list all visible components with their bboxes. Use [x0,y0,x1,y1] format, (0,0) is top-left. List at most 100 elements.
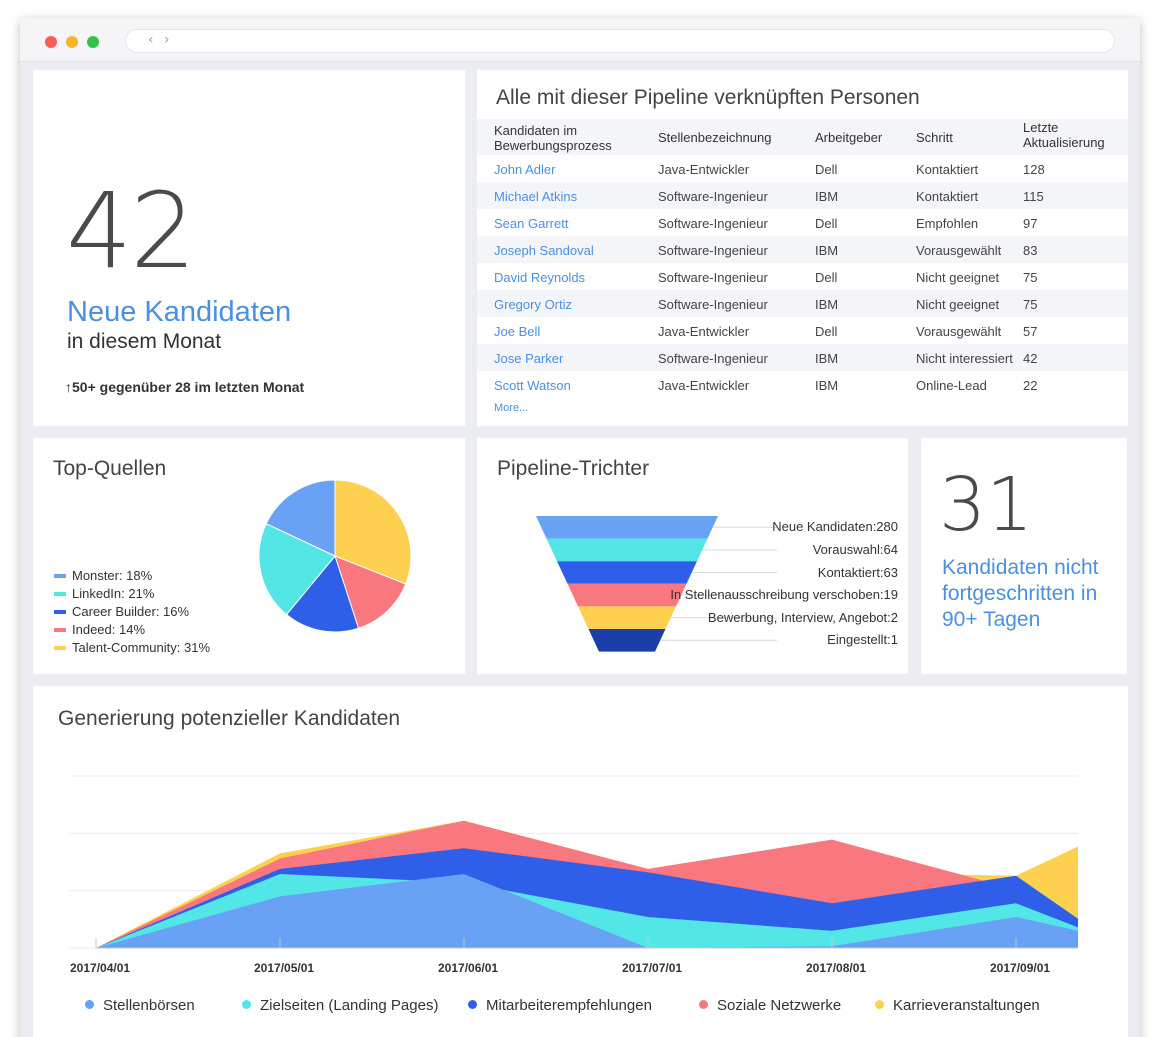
pipeline-funnel-card: Pipeline-Trichter Neue Kandidaten:280 Vor… [477,438,908,674]
funnel-stage[interactable] [536,516,718,539]
table-row[interactable]: Sean Garrett Software-Ingenieur Dell Empfoh… [477,209,1128,236]
last-update-cell: 83 [1023,243,1038,258]
series-legend-item[interactable]: Karrieveranstaltungen [875,997,1040,1014]
close-window-button[interactable] [45,36,57,48]
pie-slice-monster[interactable] [265,479,336,557]
back-forward-icon[interactable]: ‹ › [148,32,173,48]
column-header-employer[interactable]: Arbeitgeber [815,130,883,145]
legend-label: LinkedIn: 21% [72,586,155,601]
job-title-cell: Software-Ingenieur [658,297,768,312]
funnel-stage-label: Kontaktiert:63 [817,564,898,580]
table-row[interactable]: John Adler Java-Entwickler Dell Kontaktiert… [477,155,1128,182]
last-update-cell: 75 [1023,297,1038,312]
candidate-name-cell[interactable]: John Adler [494,162,556,177]
pie-slice-linkedin[interactable] [258,522,336,616]
x-axis-label: 2017/05/01 [254,961,315,975]
funnel-stage[interactable] [588,629,666,652]
candidate-name-cell[interactable]: Michael Atkins [494,189,578,204]
candidate-name-cell[interactable]: Jose Parker [494,351,564,366]
column-header-job-title[interactable]: Stellenbezeichnung [658,130,772,145]
employer-cell: Dell [815,216,838,231]
lead-generation-title: Generierung potenzieller Kandidaten [58,707,401,730]
address-bar[interactable]: ‹ › [125,29,1115,53]
column-header-step[interactable]: Schritt [916,130,953,145]
legend-swatch [54,591,66,596]
table-row[interactable]: Gregory Ortiz Software-Ingenieur IBM Nicht … [477,290,1128,317]
x-axis-label: 2017/09/01 [990,961,1051,975]
lead-generation-card: Generierung potenzieller Kandidaten 2017… [33,686,1128,1037]
last-update-cell: 57 [1023,324,1038,339]
job-title-cell: Java-Entwickler [658,324,750,339]
source-legend-item: Indeed: 14% [54,622,145,637]
series-legend-item[interactable]: Soziale Netzwerke [699,997,841,1014]
employer-cell: IBM [815,243,839,258]
funnel-stage[interactable] [546,538,708,562]
stale-candidates-value: 31 [939,462,1034,548]
area-series-4[interactable] [96,874,1078,948]
funnel-stage[interactable] [557,561,697,584]
last-update-cell: 97 [1023,216,1038,231]
series-legend-item[interactable]: Stellenbörsen [85,997,195,1014]
legend-dot [699,1000,708,1009]
column-header-candidates[interactable]: Kandidaten im Bewerbungsprozess [494,123,612,153]
employer-cell: Dell [815,270,838,285]
employer-cell: Dell [815,162,838,177]
top-sources-title: Top-Quellen [53,457,167,480]
maximize-window-button[interactable] [87,36,99,48]
step-cell: Vorausgewählt [916,243,1002,258]
step-cell: Vorausgewählt [916,324,1002,339]
table-row[interactable]: David Reynolds Software-Ingenieur Dell Nich… [477,263,1128,290]
new-candidates-label: Neue Kandidaten [67,296,292,328]
legend-dot [468,1000,477,1009]
candidate-name-cell[interactable]: Joseph Sandoval [494,243,594,258]
candidate-name-cell[interactable]: Gregory Ortiz [494,297,573,312]
minimize-window-button[interactable] [66,36,78,48]
pie-slice-career-builder[interactable] [285,554,360,633]
table-row[interactable]: Joseph Sandoval Software-Ingenieur IBM Vora… [477,236,1128,263]
column-header-last-update[interactable]: Letzte Aktualisierung [1023,120,1105,150]
legend-swatch [54,627,66,632]
job-title-cell: Software-Ingenieur [658,351,768,366]
lead-generation-area-chart [69,775,1078,949]
candidate-name-cell[interactable]: David Reynolds [494,270,586,285]
job-title-cell: Software-Ingenieur [658,243,768,258]
table-row[interactable]: Michael Atkins Software-Ingenieur IBM Konta… [477,182,1128,209]
new-candidates-delta: ↑50+ gegenüber 28 im letzten Monat [65,379,305,395]
step-cell: Nicht geeignet [916,297,1000,312]
top-sources-card: Top-Quellen Monster: 18% LinkedIn: 21% Car… [33,438,465,674]
step-cell: Online-Lead [916,378,987,393]
legend-dot [242,1000,251,1009]
table-row[interactable]: Joe Bell Java-Entwickler Dell Vorausgewählt… [477,317,1128,344]
job-title-cell: Java-Entwickler [658,162,750,177]
legend-swatch [54,609,66,614]
pie-slice-talent-community[interactable] [334,479,412,585]
funnel-stage-label: Vorauswahl:64 [812,541,898,557]
x-axis-label: 2017/07/01 [622,961,683,975]
pipeline-people-title: Alle mit dieser Pipeline verknüpften Per… [496,86,920,109]
legend-label: Zielseiten (Landing Pages) [260,997,439,1014]
step-cell: Empfohlen [916,216,979,231]
legend-label: Karrieveranstaltungen [893,997,1040,1014]
legend-label: Indeed: 14% [72,622,146,637]
browser-window: ‹ › 42 Neue Kandidaten in diesem Monat ↑… [20,18,1140,1037]
series-legend-item[interactable]: Zielseiten (Landing Pages) [242,997,438,1014]
funnel-stage-label: Bewerbung, Interview, Angebot:2 [707,609,898,625]
series-legend-item[interactable]: Mitarbeiterempfehlungen [468,997,652,1014]
source-legend-item: Talent-Community: 31% [54,640,210,655]
funnel-stage[interactable] [567,583,687,607]
table-row[interactable]: Scott Watson Java-Entwickler IBM Online-Lea… [477,371,1128,398]
more-link[interactable]: More... [494,402,529,414]
candidate-name-cell[interactable]: Sean Garrett [494,216,569,231]
top-sources-pie-chart [258,479,412,633]
candidate-name-cell[interactable]: Joe Bell [494,324,541,339]
employer-cell: IBM [815,297,839,312]
legend-dot [85,1000,94,1009]
funnel-stage[interactable] [578,606,676,629]
new-candidates-card: 42 Neue Kandidaten in diesem Monat ↑50+ … [33,70,465,426]
last-update-cell: 42 [1023,351,1038,366]
job-title-cell: Software-Ingenieur [658,216,768,231]
legend-swatch [54,645,66,650]
candidate-name-cell[interactable]: Scott Watson [494,378,571,393]
job-title-cell: Software-Ingenieur [658,189,768,204]
table-row[interactable]: Jose Parker Software-Ingenieur IBM Nicht in… [477,344,1128,371]
